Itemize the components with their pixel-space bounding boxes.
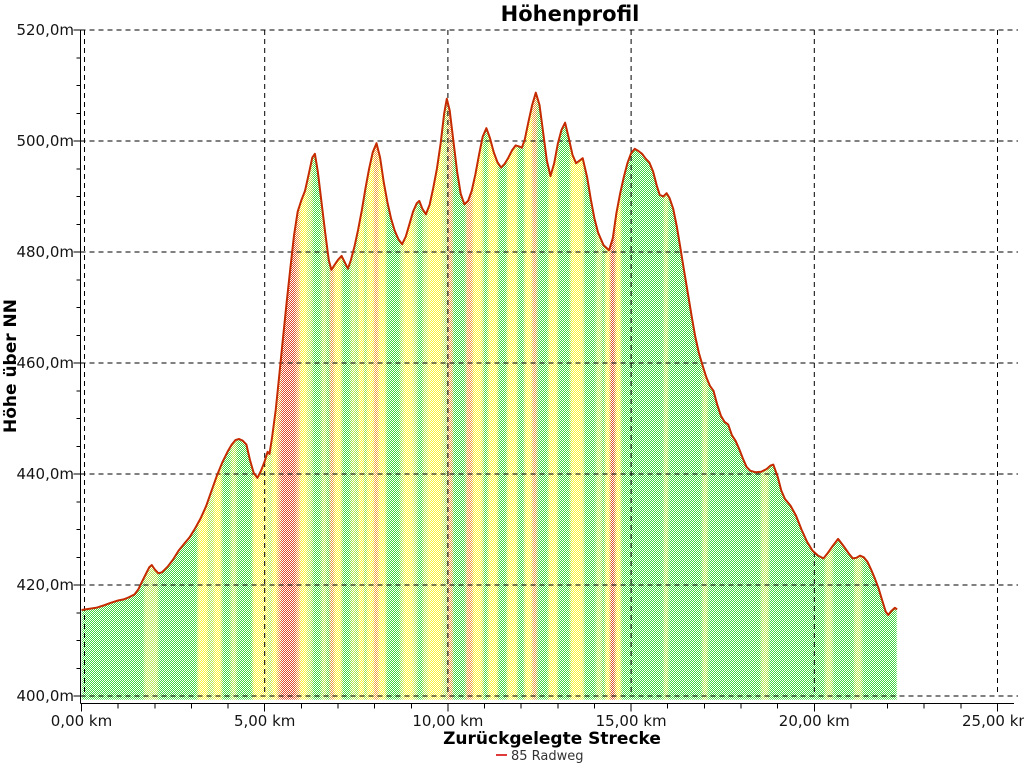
y-tick-label: 420,0m xyxy=(16,576,74,594)
x-tick-label: 0,00 km xyxy=(51,712,112,730)
y-axis-title: Höhe über NN xyxy=(1,299,21,433)
x-tick-label: 5,00 km xyxy=(234,712,295,730)
x-tick-label: 10,00 km xyxy=(412,712,483,730)
y-tick-label: 440,0m xyxy=(16,465,74,483)
x-tick-label: 15,00 km xyxy=(596,712,667,730)
axes xyxy=(73,29,1014,712)
legend: 85 Radweg xyxy=(496,749,584,764)
elevation-outline xyxy=(81,91,898,616)
y-tick-label: 460,0m xyxy=(16,354,74,372)
y-tick-label: 500,0m xyxy=(16,132,74,150)
y-tick-label: 520,0m xyxy=(16,21,74,39)
y-tick-label: 400,0m xyxy=(16,687,74,705)
x-tick-label: 20,00 km xyxy=(779,712,850,730)
gridlines xyxy=(80,29,1018,697)
tick-labels: 400,0m 420,0m 440,0m 460,0m 480,0m 500,0m 520,… xyxy=(16,21,1024,730)
y-tick-label: 480,0m xyxy=(16,243,74,261)
chart-title: Höhenprofil xyxy=(501,2,640,26)
elevation-area xyxy=(81,92,898,700)
x-tick-label: 25,00 km xyxy=(962,712,1024,730)
x-axis-title: Zurückgelegte Strecke xyxy=(443,729,661,749)
legend-label: 85 Radweg xyxy=(511,749,584,764)
